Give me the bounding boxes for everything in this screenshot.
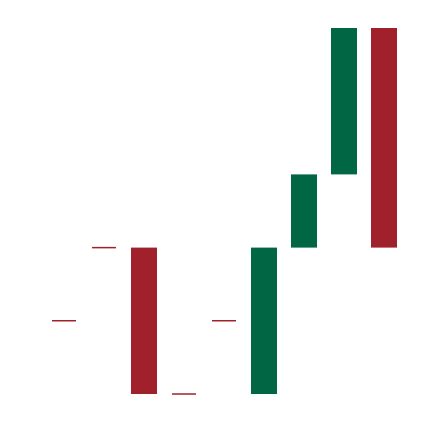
waterfall-bar-6 [291,174,317,248]
waterfall-bar-8 [371,28,397,248]
waterfall-bar-2 [131,247,157,394]
waterfall-bar-5 [251,247,277,394]
waterfall-bar-7 [331,28,357,175]
